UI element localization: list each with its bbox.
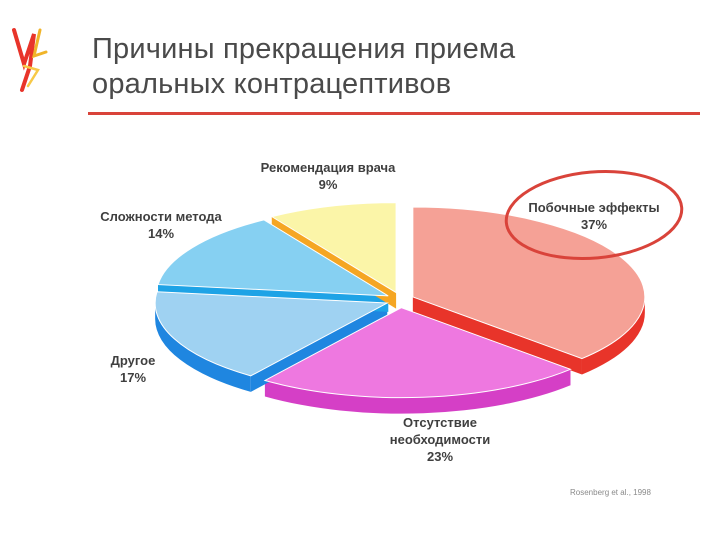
- slice-label-no-need: Отсутствие необходимости 23%: [370, 414, 510, 465]
- slice-label-no-need-line1: Отсутствие: [403, 415, 477, 430]
- slice-wall-side-effects: [581, 296, 645, 375]
- title-line-1: Причины прекращения приема: [92, 33, 516, 65]
- title-underline: [88, 112, 700, 115]
- slice-label-other-name: Другое: [110, 353, 156, 368]
- slide-title: Причины прекращения приема оральных конт…: [92, 32, 515, 102]
- slice-label-method-value: 14%: [147, 226, 175, 241]
- slice-label-side-effects-name: Побочные эффекты: [528, 200, 660, 215]
- slice-label-side-effects-value: 37%: [580, 217, 608, 232]
- pie-slice-method: [157, 219, 389, 297]
- slice-label-other-value: 17%: [119, 370, 147, 385]
- pie-slice-other: [154, 291, 389, 377]
- pie-slice-no-need: [263, 307, 572, 399]
- slice-wall-no-need: [264, 369, 571, 414]
- slice-cut-side-effects-1: [412, 296, 582, 375]
- slice-label-doctor-value: 9%: [318, 177, 338, 192]
- slice-label-doctor: Рекомендация врача 9%: [236, 159, 420, 193]
- slice-label-no-need-value: 23%: [426, 449, 454, 464]
- title-line-2: оральных контрацептивов: [92, 68, 452, 100]
- pie-slice-doctor: [270, 202, 397, 294]
- slice-label-no-need-line2: необходимости: [389, 432, 491, 447]
- slice-wall-other: [155, 303, 251, 392]
- pie-top-layer: [154, 202, 646, 399]
- slice-label-side-effects: Побочные эффекты 37%: [500, 199, 688, 233]
- slice-label-other: Другое 17%: [88, 352, 178, 386]
- logo-icon: [12, 28, 48, 92]
- pie-slice-side-effects: [412, 206, 646, 360]
- slice-label-method: Сложности метода 14%: [78, 208, 244, 242]
- source-citation: Rosenberg et al., 1998: [570, 488, 651, 497]
- slice-label-doctor-name: Рекомендация врача: [260, 160, 396, 175]
- highlight-ring: [504, 169, 684, 261]
- slice-label-method-name: Сложности метода: [100, 209, 222, 224]
